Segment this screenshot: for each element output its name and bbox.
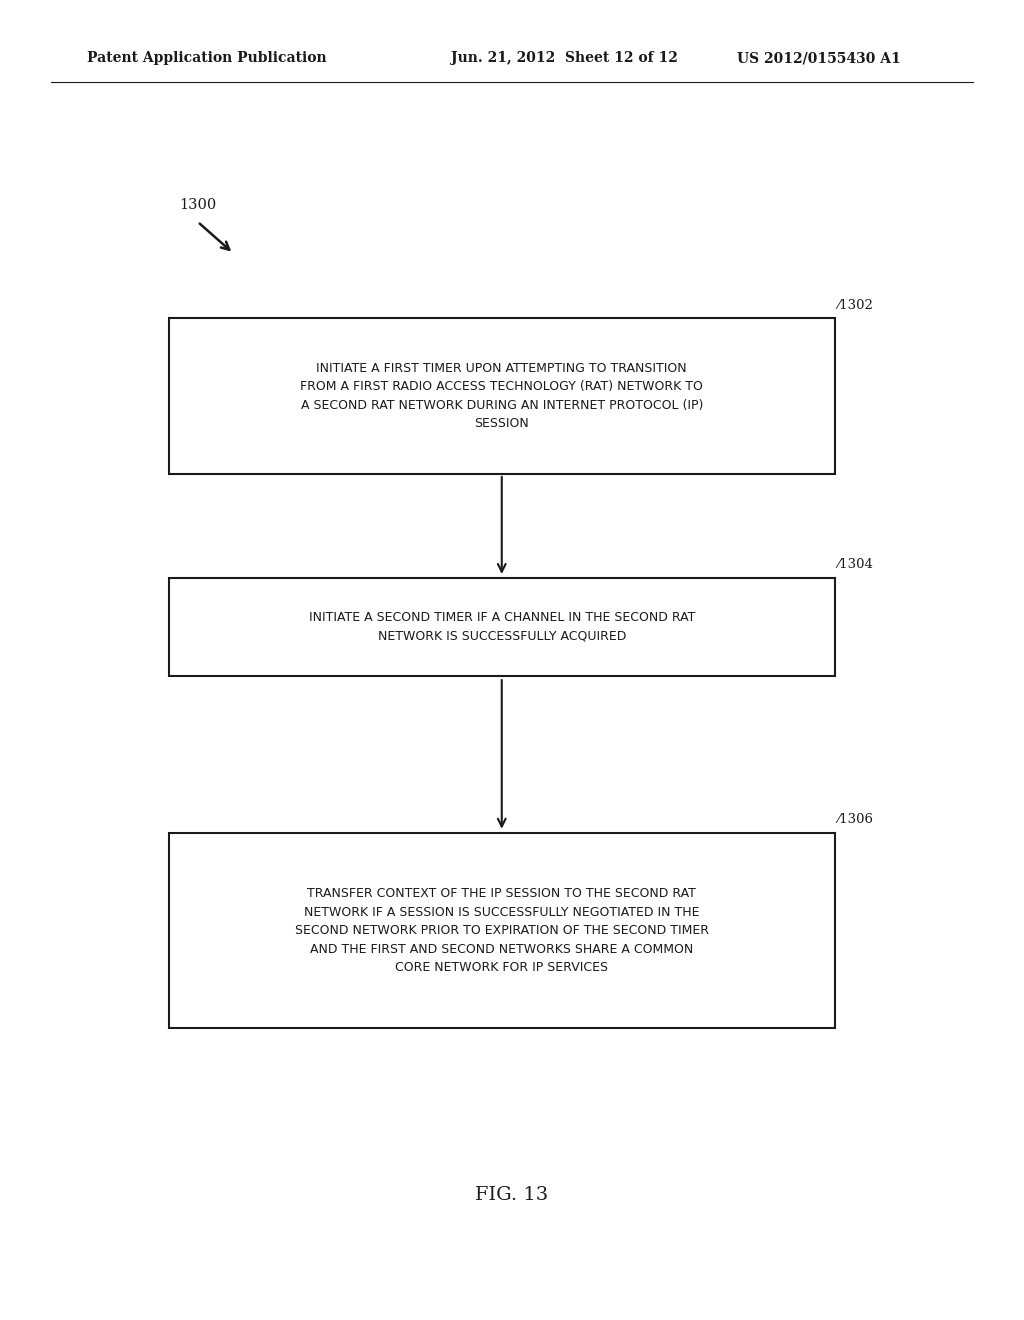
FancyBboxPatch shape bbox=[169, 833, 835, 1028]
Text: Patent Application Publication: Patent Application Publication bbox=[87, 51, 327, 65]
Text: INITIATE A FIRST TIMER UPON ATTEMPTING TO TRANSITION
FROM A FIRST RADIO ACCESS T: INITIATE A FIRST TIMER UPON ATTEMPTING T… bbox=[300, 362, 703, 430]
FancyBboxPatch shape bbox=[169, 578, 835, 676]
Text: ⁄1306: ⁄1306 bbox=[838, 813, 873, 826]
Text: ⁄1304: ⁄1304 bbox=[838, 558, 873, 570]
Text: INITIATE A SECOND TIMER IF A CHANNEL IN THE SECOND RAT
NETWORK IS SUCCESSFULLY A: INITIATE A SECOND TIMER IF A CHANNEL IN … bbox=[308, 611, 695, 643]
Text: ⁄1302: ⁄1302 bbox=[838, 298, 873, 312]
Text: FIG. 13: FIG. 13 bbox=[475, 1185, 549, 1204]
Text: US 2012/0155430 A1: US 2012/0155430 A1 bbox=[737, 51, 901, 65]
Text: 1300: 1300 bbox=[179, 198, 216, 211]
FancyBboxPatch shape bbox=[169, 318, 835, 474]
Text: TRANSFER CONTEXT OF THE IP SESSION TO THE SECOND RAT
NETWORK IF A SESSION IS SUC: TRANSFER CONTEXT OF THE IP SESSION TO TH… bbox=[295, 887, 709, 974]
Text: Jun. 21, 2012  Sheet 12 of 12: Jun. 21, 2012 Sheet 12 of 12 bbox=[451, 51, 678, 65]
